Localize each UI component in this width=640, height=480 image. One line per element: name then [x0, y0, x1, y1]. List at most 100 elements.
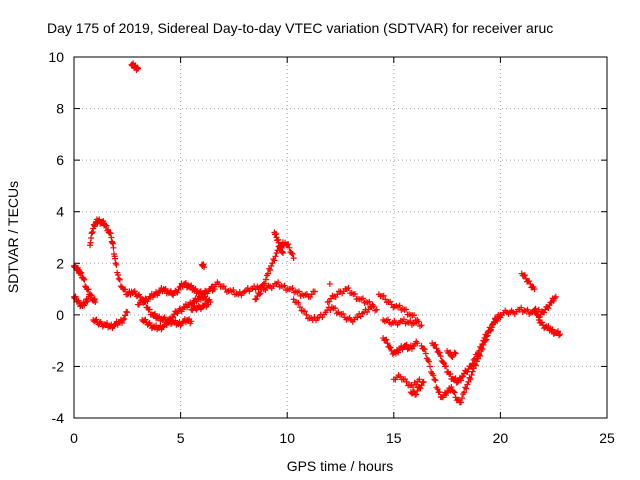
data-point [340, 310, 347, 317]
data-point [290, 255, 297, 262]
x-tick-label: 20 [493, 430, 509, 446]
y-axis-label: SDTVAR / TECUs [5, 181, 21, 293]
data-point [118, 319, 125, 326]
data-point [359, 295, 366, 302]
data-point [122, 312, 129, 319]
data-point [120, 317, 127, 324]
data-point [103, 222, 110, 229]
data-point [380, 292, 387, 299]
data-point [418, 342, 425, 349]
data-point [411, 312, 418, 319]
data-point [170, 313, 177, 320]
data-point [425, 358, 432, 365]
y-tick-label: 4 [56, 204, 64, 220]
data-point [187, 283, 194, 290]
data-point [256, 291, 263, 298]
data-point [261, 280, 268, 287]
data-point [467, 376, 474, 383]
data-point [295, 288, 302, 295]
y-tick-label: 6 [56, 152, 64, 168]
data-point [161, 314, 168, 321]
data-point [414, 387, 421, 394]
data-point [451, 389, 458, 396]
data-point [432, 377, 439, 384]
data-point [174, 289, 181, 296]
data-point [84, 298, 91, 305]
data-point [479, 340, 486, 347]
data-point [78, 269, 85, 276]
data-point [447, 370, 454, 377]
data-point [439, 359, 446, 366]
data-point [289, 251, 296, 258]
data-point [416, 376, 423, 383]
data-point [396, 302, 403, 309]
data-point [122, 286, 129, 293]
data-point [403, 306, 410, 313]
data-point [403, 378, 410, 385]
grid-lines [74, 57, 607, 418]
data-point [432, 341, 439, 348]
data-point [402, 342, 409, 349]
data-point [295, 299, 302, 306]
data-point [182, 280, 189, 287]
data-point [409, 384, 416, 391]
data-point [345, 285, 352, 292]
data-point [286, 244, 293, 251]
data-point [545, 305, 552, 312]
data-point [436, 349, 443, 356]
data-point [202, 293, 209, 300]
data-point [473, 353, 480, 360]
x-tick-label: 15 [386, 430, 402, 446]
data-point [121, 315, 128, 322]
x-tick-label: 25 [599, 430, 615, 446]
data-point [418, 382, 425, 389]
data-point [448, 384, 455, 391]
data-point [549, 326, 556, 333]
data-point [464, 368, 471, 375]
data-point [450, 388, 457, 395]
data-point [418, 322, 425, 329]
data-point [451, 349, 458, 356]
data-point [431, 376, 438, 383]
data-point [326, 280, 333, 287]
data-point [107, 230, 114, 237]
data-point [285, 241, 292, 248]
data-point [427, 363, 434, 370]
data-point [415, 318, 422, 325]
data-point [557, 331, 564, 338]
data-point [142, 316, 149, 323]
data-point [257, 290, 264, 297]
data-point [116, 276, 123, 283]
y-tick-label: 2 [56, 255, 64, 271]
data-point [188, 282, 195, 289]
data-point [452, 350, 459, 357]
data-point [383, 336, 390, 343]
data-point [303, 311, 310, 318]
data-point [279, 249, 286, 256]
data-point [271, 257, 278, 264]
data-point [134, 65, 141, 72]
data-point [437, 353, 444, 360]
data-point [175, 286, 182, 293]
y-tick-label: -2 [52, 358, 65, 374]
data-point [538, 319, 545, 326]
data-point [201, 264, 208, 271]
data-point [436, 388, 443, 395]
data-point [296, 304, 303, 311]
y-tick-label: 10 [48, 49, 64, 65]
data-point [461, 389, 468, 396]
x-tick-label: 5 [177, 430, 185, 446]
data-point [536, 313, 543, 320]
data-point [80, 275, 87, 282]
chart-title: Day 175 of 2019, Sidereal Day-to-day VTE… [47, 20, 553, 36]
data-point [273, 249, 280, 256]
data-point [483, 333, 490, 340]
data-point [400, 316, 407, 323]
data-point [369, 301, 376, 308]
data-point [275, 279, 282, 286]
data-point [422, 350, 429, 357]
data-point [527, 280, 534, 287]
data-point [105, 226, 112, 233]
data-point [524, 306, 531, 313]
data-point [546, 302, 553, 309]
